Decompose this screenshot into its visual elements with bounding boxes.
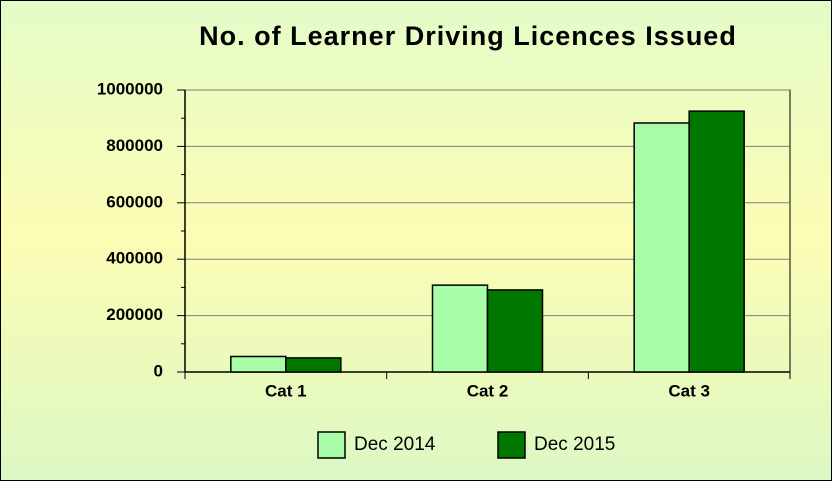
bar bbox=[230, 355, 287, 373]
y-tick-label: 200000 bbox=[106, 305, 163, 324]
bar bbox=[431, 284, 489, 373]
x-tick-label: Cat 1 bbox=[265, 381, 307, 400]
legend-swatch bbox=[317, 431, 346, 459]
bar bbox=[285, 357, 342, 373]
bar bbox=[688, 110, 745, 373]
x-tick-label: Cat 3 bbox=[668, 381, 710, 400]
y-tick-label: 800000 bbox=[106, 136, 163, 155]
legend-label: Dec 2014 bbox=[354, 434, 436, 455]
y-tick-label: 1000000 bbox=[97, 79, 163, 98]
bar bbox=[486, 289, 544, 373]
y-tick-label: 600000 bbox=[106, 192, 163, 211]
y-tick-label: 0 bbox=[154, 361, 163, 380]
x-tick-label: Cat 2 bbox=[467, 381, 509, 400]
y-tick-label: 400000 bbox=[106, 249, 163, 268]
legend-swatch bbox=[497, 431, 526, 459]
legend-label: Dec 2015 bbox=[534, 434, 615, 455]
bar bbox=[633, 122, 690, 373]
chart-title: No. of Learner Driving Licences Issued bbox=[199, 21, 737, 51]
